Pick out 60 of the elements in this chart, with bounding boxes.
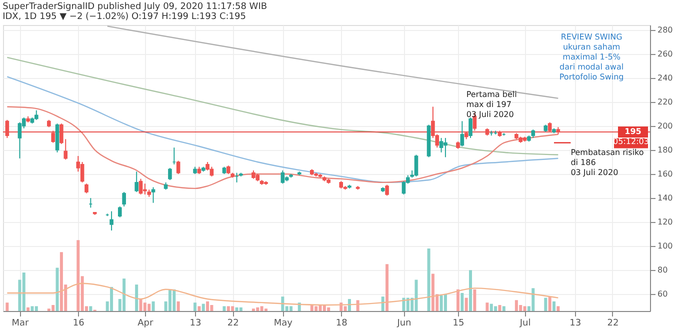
candlestick — [151, 186, 156, 204]
y-tick-label: 140 — [658, 194, 673, 203]
x-tick-label: 22 — [227, 318, 239, 328]
candlestick — [168, 168, 172, 181]
x-tick-label: 15 — [452, 318, 464, 328]
candlestick — [280, 170, 285, 184]
candlestick — [548, 122, 552, 132]
candlestick — [134, 171, 138, 193]
candlestick — [34, 110, 38, 120]
annotation: 05:12:03 — [613, 137, 649, 146]
candlestick — [210, 166, 214, 177]
candlestick — [468, 117, 472, 138]
x-tick-label: 22 — [607, 318, 619, 328]
chart-title: SuperTraderSignalID published July 09, 2020 11:17:58 WIB — [2, 2, 268, 12]
candlestick — [138, 178, 143, 195]
candlestick — [18, 122, 22, 159]
y-tick-label: 80 — [658, 266, 668, 275]
candlestick — [176, 160, 180, 175]
y-tick-label: 240 — [658, 73, 673, 82]
y-tick-label: 280 — [658, 25, 673, 34]
candlestick — [80, 161, 84, 183]
y-tick-label: 180 — [658, 145, 673, 154]
x-tick-label: 13 — [190, 318, 202, 328]
candlestick — [122, 192, 126, 207]
annotation: Pertama beli max di 197 03 Juli 2020 — [466, 90, 517, 120]
candlestick — [5, 119, 10, 138]
candlestick — [439, 137, 444, 153]
x-tick-label: 18 — [336, 318, 348, 328]
candlestick — [414, 154, 418, 177]
annotation: REVIEW SWING ukuran saham maximal 1-5% dari modal awal Portofolio Swing — [559, 32, 624, 82]
candlestick — [444, 137, 448, 158]
candlestick — [118, 206, 122, 218]
x-tick-label: Jul — [518, 318, 531, 328]
y-tick-label: 220 — [658, 97, 673, 106]
line-series — [6, 282, 559, 306]
y-tick-label: 200 — [658, 121, 673, 130]
ref-line-label: 195 — [624, 126, 642, 136]
candlestick — [460, 120, 464, 147]
y-tick-label: 160 — [658, 170, 673, 179]
chart-subtitle: IDX, 1D 195 ▼ −2 (−1.02%) O:197 H:199 L:193 C:195 — [2, 12, 246, 22]
x-tick-label: May — [274, 318, 294, 328]
x-tick-label: Mar — [12, 318, 29, 328]
candlestick — [385, 184, 389, 196]
y-tick-label: 120 — [658, 218, 673, 227]
x-tick-label: Apr — [138, 318, 154, 328]
candlestick — [84, 183, 88, 194]
line-series — [6, 76, 559, 184]
candlestick — [110, 210, 114, 231]
y-tick-label: 100 — [658, 242, 673, 251]
annotation: Pembatasan risiko di 186 03 Juli 2020 — [570, 148, 644, 177]
x-tick-label: 16 — [72, 318, 85, 328]
line-series — [6, 56, 559, 156]
y-tick-label: 60 — [658, 290, 668, 299]
x-tick-label: Jun — [396, 318, 412, 328]
candlestick — [143, 183, 147, 195]
candlestick — [402, 180, 406, 195]
x-tick-label: 13 — [570, 318, 582, 328]
y-tick-label: 260 — [658, 49, 673, 58]
line-series — [6, 106, 559, 190]
candlestick — [51, 130, 55, 144]
